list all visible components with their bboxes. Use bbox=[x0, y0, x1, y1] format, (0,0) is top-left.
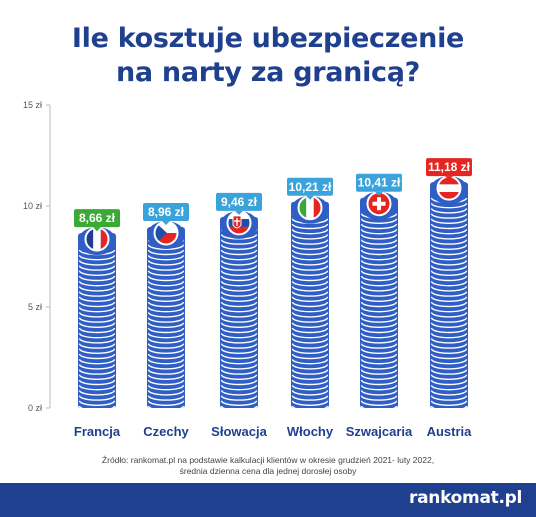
coin-bar-chart: 0 zł 5 zł 10 zł 15 zł 8,66 zł Francja 8,96 zł C… bbox=[23, 100, 473, 439]
value-label: 8,96 zł bbox=[143, 203, 189, 226]
bar-szwajcaria: 10,41 zł bbox=[356, 173, 402, 412]
value-label-text: 8,66 zł bbox=[79, 211, 116, 225]
value-label-text: 11,18 zł bbox=[428, 160, 471, 174]
title-line-2: na narty za granicą? bbox=[115, 57, 421, 88]
source-line-2: średnia dzienna cena dla jednej dorosłej… bbox=[179, 466, 357, 476]
value-label: 10,21 zł bbox=[287, 177, 333, 200]
value-label: 9,46 zł bbox=[216, 192, 262, 215]
y-tick-label: 15 zł bbox=[23, 100, 42, 110]
category-label: Austria bbox=[427, 424, 473, 439]
value-label-text: 8,96 zł bbox=[148, 205, 185, 219]
bar-słowacja: 9,46 zł bbox=[216, 192, 262, 412]
value-label: 11,18 zł bbox=[426, 158, 472, 181]
category-label: Włochy bbox=[287, 424, 334, 439]
chart-title: Ile kosztuje ubezpieczenie na narty za g… bbox=[0, 22, 536, 90]
value-label: 8,66 zł bbox=[74, 209, 120, 232]
bar-francja: 8,66 zł bbox=[74, 209, 120, 412]
title-line-1: Ile kosztuje ubezpieczenie bbox=[71, 23, 465, 54]
bar-włochy: 10,21 zł bbox=[287, 177, 333, 412]
source-line-1: Źródło: rankomat.pl na podstawie kalkula… bbox=[101, 455, 435, 465]
y-tick-label: 5 zł bbox=[28, 302, 42, 312]
footer-bar: rankomat.pl bbox=[0, 483, 536, 517]
value-label-text: 9,46 zł bbox=[221, 195, 258, 209]
y-tick-label: 0 zł bbox=[28, 403, 42, 413]
brand-logo: rankomat.pl bbox=[409, 488, 522, 508]
source-note: Źródło: rankomat.pl na podstawie kalkula… bbox=[0, 455, 536, 477]
bar-austria: 11,18 zł bbox=[426, 158, 472, 412]
category-label: Czechy bbox=[143, 424, 189, 439]
value-label: 10,41 zł bbox=[356, 173, 402, 196]
category-label: Francja bbox=[74, 424, 121, 439]
y-tick-label: 10 zł bbox=[23, 201, 42, 211]
bar-czechy: 8,96 zł bbox=[143, 203, 189, 412]
category-label: Szwajcaria bbox=[346, 424, 413, 439]
value-label-text: 10,21 zł bbox=[289, 180, 332, 194]
value-label-text: 10,41 zł bbox=[358, 176, 401, 190]
category-label: Słowacja bbox=[211, 424, 267, 439]
